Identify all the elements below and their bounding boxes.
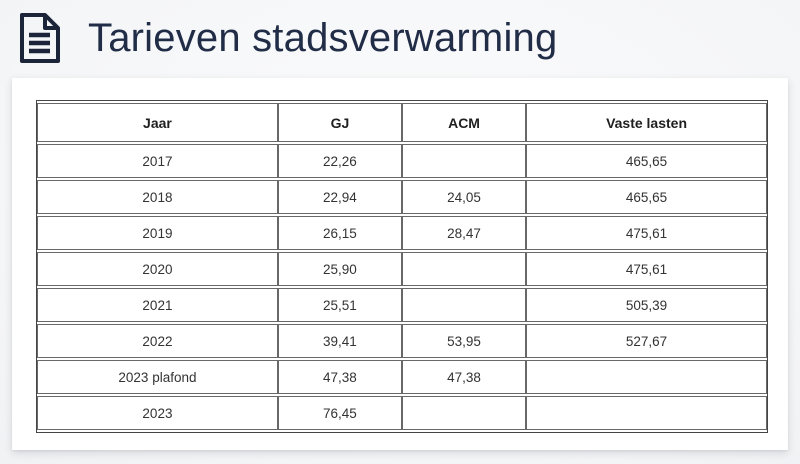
table-cell: 24,05: [401, 180, 527, 214]
table-cell: [526, 396, 767, 430]
table-cell: 47,38: [401, 360, 527, 394]
table-cell: 2021: [37, 288, 278, 322]
header-cell: Jaar: [37, 103, 278, 142]
table-row: 2022 39,41 53,95 527,67: [37, 324, 767, 358]
page-title: Tarieven stadsverwarming: [88, 15, 558, 60]
tariff-table: Jaar GJ ACM Vaste lasten 2017 22,26 465,65 201…: [37, 101, 767, 432]
table-row: 2019 26,15 28,47 475,61: [37, 216, 767, 250]
table-body: 2017 22,26 465,65 2018 22,94 24,05 465,65 2019 2…: [37, 144, 767, 430]
document-icon: [16, 13, 62, 63]
header-row: Jaar GJ ACM Vaste lasten: [37, 103, 767, 142]
content-card: Jaar GJ ACM Vaste lasten 2017 22,26 465,65 201…: [12, 78, 788, 450]
table-row: 2018 22,94 24,05 465,65: [37, 180, 767, 214]
header-cell: GJ: [277, 103, 402, 142]
table-cell: 22,26: [277, 144, 402, 178]
table-header: Jaar GJ ACM Vaste lasten: [37, 103, 767, 142]
table-cell: 25,90: [277, 252, 402, 286]
table-cell: 25,51: [277, 288, 402, 322]
table-cell: [401, 144, 527, 178]
header-cell: ACM: [401, 103, 527, 142]
table-cell: 53,95: [401, 324, 527, 358]
table-cell: 26,15: [277, 216, 402, 250]
header-cell: Vaste lasten: [526, 103, 767, 142]
table-cell: 2020: [37, 252, 278, 286]
table-cell: 465,65: [526, 144, 767, 178]
table-cell: 527,67: [526, 324, 767, 358]
table-row: 2023 76,45: [37, 396, 767, 430]
table-row: 2017 22,26 465,65: [37, 144, 767, 178]
table-cell: [401, 288, 527, 322]
table-cell: 76,45: [277, 396, 402, 430]
table-row: 2020 25,90 475,61: [37, 252, 767, 286]
table-cell: 475,61: [526, 216, 767, 250]
table-cell: 2022: [37, 324, 278, 358]
tariff-table-wrapper: Jaar GJ ACM Vaste lasten 2017 22,26 465,65 201…: [36, 100, 768, 433]
table-cell: [401, 396, 527, 430]
table-cell: 475,61: [526, 252, 767, 286]
page-header: Tarieven stadsverwarming: [16, 10, 557, 66]
table-row: 2021 25,51 505,39: [37, 288, 767, 322]
table-cell: 2019: [37, 216, 278, 250]
table-cell: [401, 252, 527, 286]
table-cell: 2023 plafond: [37, 360, 278, 394]
table-cell: 505,39: [526, 288, 767, 322]
table-cell: 2023: [37, 396, 278, 430]
table-cell: 465,65: [526, 180, 767, 214]
table-cell: 2018: [37, 180, 278, 214]
table-cell: 2017: [37, 144, 278, 178]
table-cell: 47,38: [277, 360, 402, 394]
table-cell: 39,41: [277, 324, 402, 358]
table-cell: 22,94: [277, 180, 402, 214]
table-row: 2023 plafond 47,38 47,38: [37, 360, 767, 394]
table-cell: 28,47: [401, 216, 527, 250]
table-cell: [526, 360, 767, 394]
